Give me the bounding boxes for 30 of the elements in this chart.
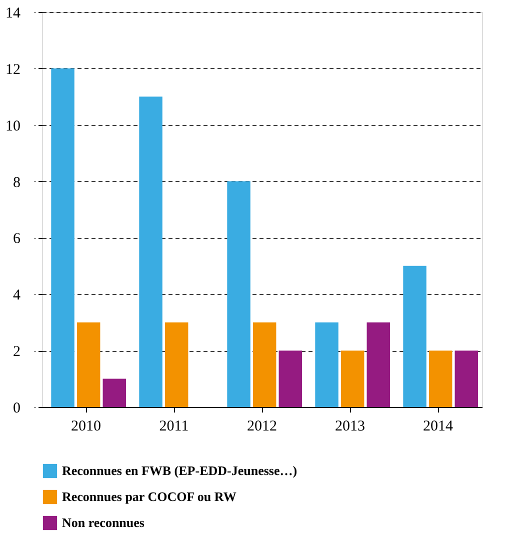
bar	[428, 350, 452, 407]
bar	[139, 96, 162, 407]
bar	[454, 350, 478, 407]
bar	[278, 350, 302, 407]
x-tick-label: 2010	[71, 418, 101, 434]
x-tick-label: 2011	[159, 418, 189, 434]
bar	[227, 181, 250, 407]
legend-label: Reconnues par COCOF ou RW	[62, 489, 236, 504]
legend-label: Reconnues en FWB (EP-EDD-Jeunesse…)	[62, 463, 298, 478]
bar	[164, 322, 188, 407]
y-tick-label: 10	[6, 118, 20, 134]
bar	[315, 322, 338, 407]
y-tick-label: 12	[6, 62, 20, 78]
legend-label: Non reconnues	[62, 515, 144, 530]
bar	[252, 322, 276, 407]
bar	[102, 378, 126, 407]
y-tick-label: 14	[6, 6, 21, 22]
y-tick-label: 0	[13, 400, 20, 416]
y-tick-label: 2	[13, 344, 20, 360]
bar	[403, 266, 426, 407]
bar	[51, 68, 74, 407]
x-tick-label: 2012	[247, 418, 277, 434]
bar	[366, 322, 390, 407]
y-tick-label: 6	[13, 231, 21, 248]
bar	[76, 322, 100, 407]
y-tick-label: 8	[13, 174, 20, 191]
x-tick-label: 2013	[335, 418, 365, 434]
x-tick-label: 2014	[423, 418, 454, 434]
y-tick-label: 4	[13, 288, 21, 304]
bar	[340, 350, 364, 407]
